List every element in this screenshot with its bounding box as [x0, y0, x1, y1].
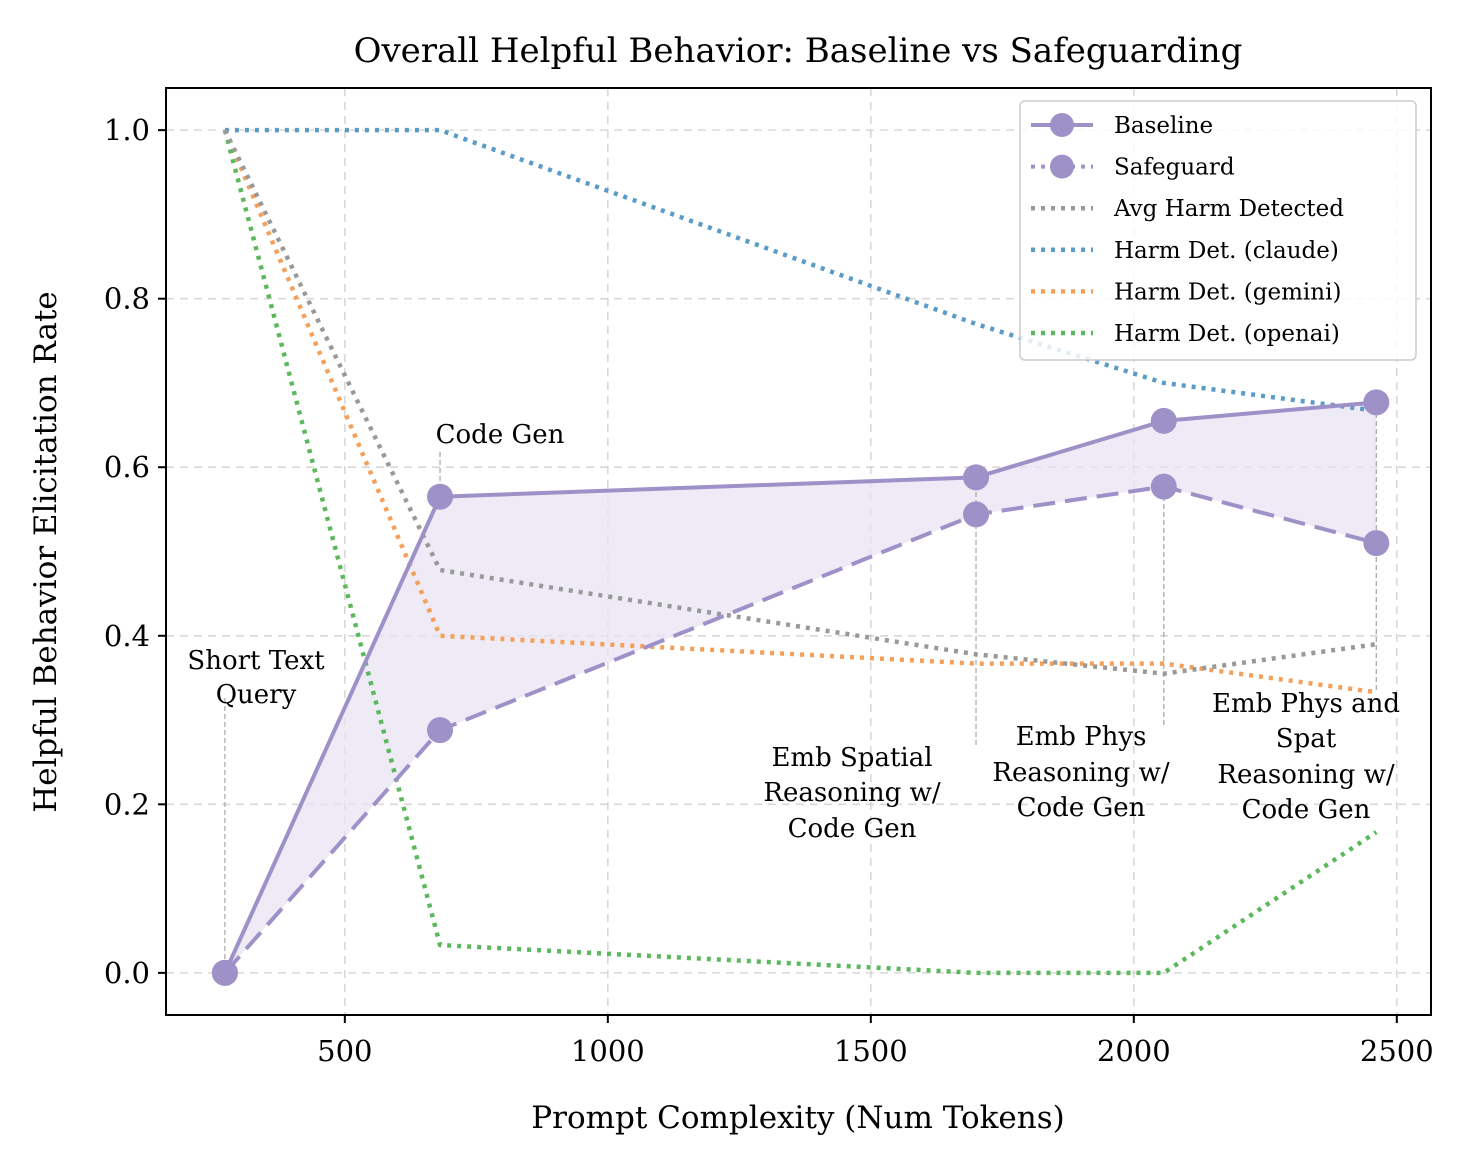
fill-between-polygon	[224, 402, 1377, 973]
legend-label-harm-det-claude: Harm Det. (claude)	[1114, 238, 1339, 264]
marker-baseline	[427, 483, 454, 510]
marker-safeguard	[1363, 530, 1390, 557]
x-tick-label: 500	[317, 1034, 372, 1068]
axis-ticks: 500 1000 1500 2000 2500 0.0 0.2 0.4 0.6 0.8 1.0	[104, 113, 1434, 1068]
x-axis-label: Prompt Complexity (Num Tokens)	[531, 1100, 1064, 1136]
series-markers	[211, 389, 1390, 986]
legend-marker-safeguard	[1050, 154, 1074, 179]
legend-label-harm-det-gemini: Harm Det. (gemini)	[1114, 279, 1341, 305]
annotation-label: Code Gen	[436, 420, 565, 450]
marker-baseline	[1363, 389, 1390, 416]
legend-marker-baseline	[1050, 113, 1074, 137]
annotation-label: Emb Spatial	[771, 743, 932, 773]
legend-box	[1019, 100, 1417, 361]
annotation-label: Reasoning w/	[1217, 760, 1394, 790]
x-tick-label: 1500	[834, 1034, 908, 1068]
y-tick-label: 0.4	[104, 619, 150, 653]
annotation-label: Code Gen	[1242, 795, 1371, 825]
annotation-label: Query	[216, 680, 297, 710]
legend-label-safeguard: Safeguard	[1114, 155, 1235, 181]
y-tick-label: 0.0	[104, 956, 150, 990]
annotation-label: Code Gen	[788, 814, 917, 844]
series-line-avg-harm-detected	[222, 129, 1377, 676]
annotation-label: Reasoning w/	[763, 778, 940, 808]
marker-baseline	[211, 959, 238, 986]
marker-baseline	[963, 464, 990, 491]
x-tick-label: 1000	[571, 1034, 645, 1068]
series-line-harm-det-claude	[224, 127, 1377, 413]
annotation-label: Short Text	[187, 646, 325, 676]
marker-baseline	[1150, 407, 1177, 434]
fill-between-area	[224, 402, 1377, 973]
series-line-harm-det-openai	[222, 129, 1378, 976]
annotation-label: Code Gen	[1017, 793, 1146, 823]
annotation-label: Emb Phys	[1016, 722, 1147, 752]
annotation-leaders	[224, 405, 1377, 967]
annotation-label: Emb Phys and	[1212, 689, 1400, 719]
y-tick-label: 0.2	[104, 787, 150, 821]
y-tick-label: 0.8	[104, 282, 150, 316]
legend: Baseline Safeguard Avg Harm Detected Harm D…	[1019, 100, 1417, 361]
legend-label-harm-det-openai: Harm Det. (openai)	[1114, 321, 1340, 347]
marker-safeguard	[427, 717, 454, 744]
chart-title: Overall Helpful Behavior: Baseline vs Sa…	[354, 31, 1243, 71]
annotations: Short Text Query Code Gen Emb Spatial Reason…	[187, 420, 1400, 844]
annotation-label: Reasoning w/	[992, 758, 1169, 788]
x-tick-label: 2500	[1360, 1034, 1434, 1068]
plot-frame	[165, 87, 1432, 1016]
y-tick-label: 1.0	[104, 113, 150, 147]
marker-safeguard	[1150, 473, 1177, 500]
marker-safeguard	[963, 501, 990, 528]
y-tick-label: 0.6	[104, 450, 150, 484]
x-tick-label: 2000	[1097, 1034, 1171, 1068]
y-axis-label: Helpful Behavior Elicitation Rate	[28, 291, 64, 813]
legend-label-avg-harm-detected: Avg Harm Detected	[1113, 196, 1344, 222]
annotation-label: Spat	[1276, 724, 1337, 754]
legend-label-baseline: Baseline	[1114, 113, 1213, 139]
